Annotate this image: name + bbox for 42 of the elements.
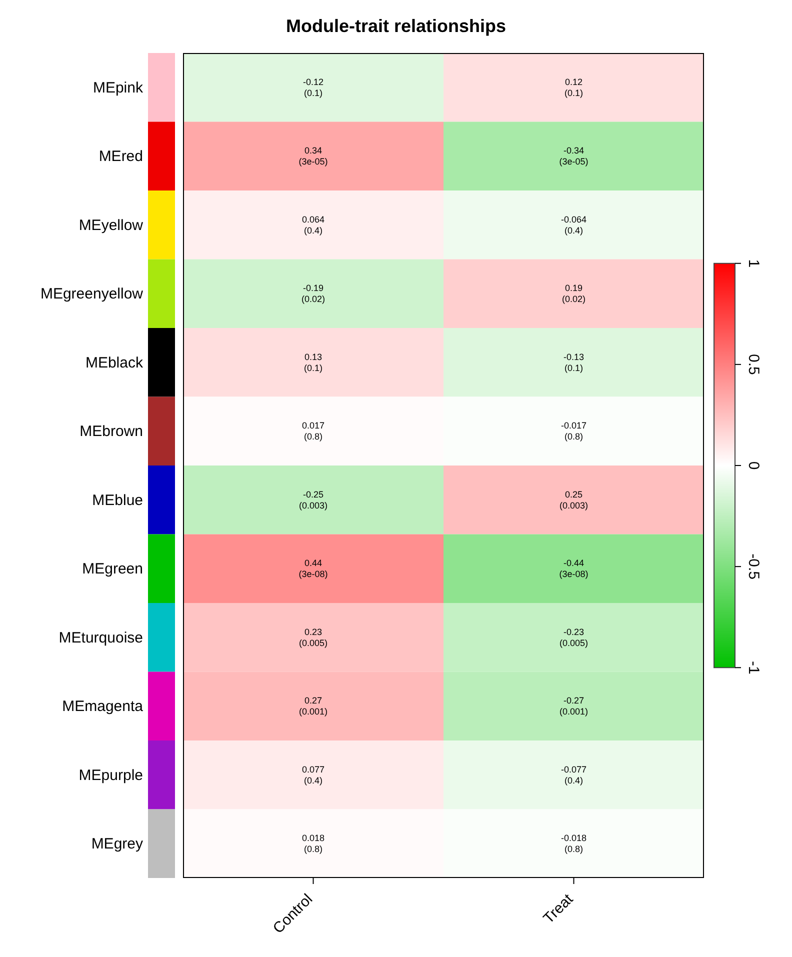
data-label: -0.25 (0.003) xyxy=(298,489,328,510)
data-label: -0.23 (0.005) xyxy=(559,626,588,648)
data-label: -0.064 (0.4) xyxy=(560,214,587,236)
data-label: 0.018 (0.8) xyxy=(302,833,325,854)
chart-title: Module-trait relationships xyxy=(284,16,508,37)
data-label: -0.27 (0.001) xyxy=(559,696,588,717)
data-label: 0.27 (0.001) xyxy=(298,696,328,717)
data-label: 0.12 (0.1) xyxy=(564,76,584,98)
y-tick-label: MEred xyxy=(98,148,143,166)
color-bar-label: 1 xyxy=(745,259,762,268)
color-bar-label: -0.5 xyxy=(745,554,762,580)
y-tick-label: MEbrown xyxy=(80,423,143,440)
data-label: -0.12 (0.1) xyxy=(302,76,324,98)
y-tick-label: MEturquoise xyxy=(58,629,143,646)
color-bar-label: -1 xyxy=(745,660,762,674)
data-label: 0.34 (3e-05) xyxy=(298,146,328,167)
color-bar-label: 0.5 xyxy=(745,354,762,375)
color-bar-label: 0 xyxy=(745,461,762,470)
y-tick-label: MEpink xyxy=(92,79,144,96)
data-label: -0.13 (0.1) xyxy=(563,352,584,373)
data-label: -0.077 (0.4) xyxy=(560,764,587,786)
y-tick-label: MEyellow xyxy=(78,216,144,234)
data-label: 0.077 (0.4) xyxy=(302,764,325,786)
data-label: 0.25 (0.003) xyxy=(559,489,588,510)
y-tick-label: MEblue xyxy=(92,492,143,509)
data-label: 0.13 (0.1) xyxy=(304,352,323,373)
data-label: -0.19 (0.02) xyxy=(301,283,326,304)
data-label: 0.23 (0.005) xyxy=(298,626,328,648)
data-label: -0.018 (0.8) xyxy=(560,833,587,854)
y-tick-label: MEgreenyellow xyxy=(40,286,144,303)
y-tick-label: MEpurple xyxy=(78,766,143,784)
y-tick-label: MEgreen xyxy=(82,560,143,578)
data-label: 0.19 (0.02) xyxy=(562,283,586,304)
data-label: 0.064 (0.4) xyxy=(302,214,325,236)
data-label: -0.017 (0.8) xyxy=(560,420,587,442)
y-tick-label: MEblack xyxy=(85,354,144,372)
data-label: 0.017 (0.8) xyxy=(302,420,325,442)
y-tick-label: MEmagenta xyxy=(62,698,144,716)
data-label: -0.34 (3e-05) xyxy=(559,146,588,167)
y-tick-label: MEgrey xyxy=(91,836,144,853)
data-label: -0.44 (3e-08) xyxy=(559,558,588,580)
data-label: 0.44 (3e-08) xyxy=(298,558,328,580)
